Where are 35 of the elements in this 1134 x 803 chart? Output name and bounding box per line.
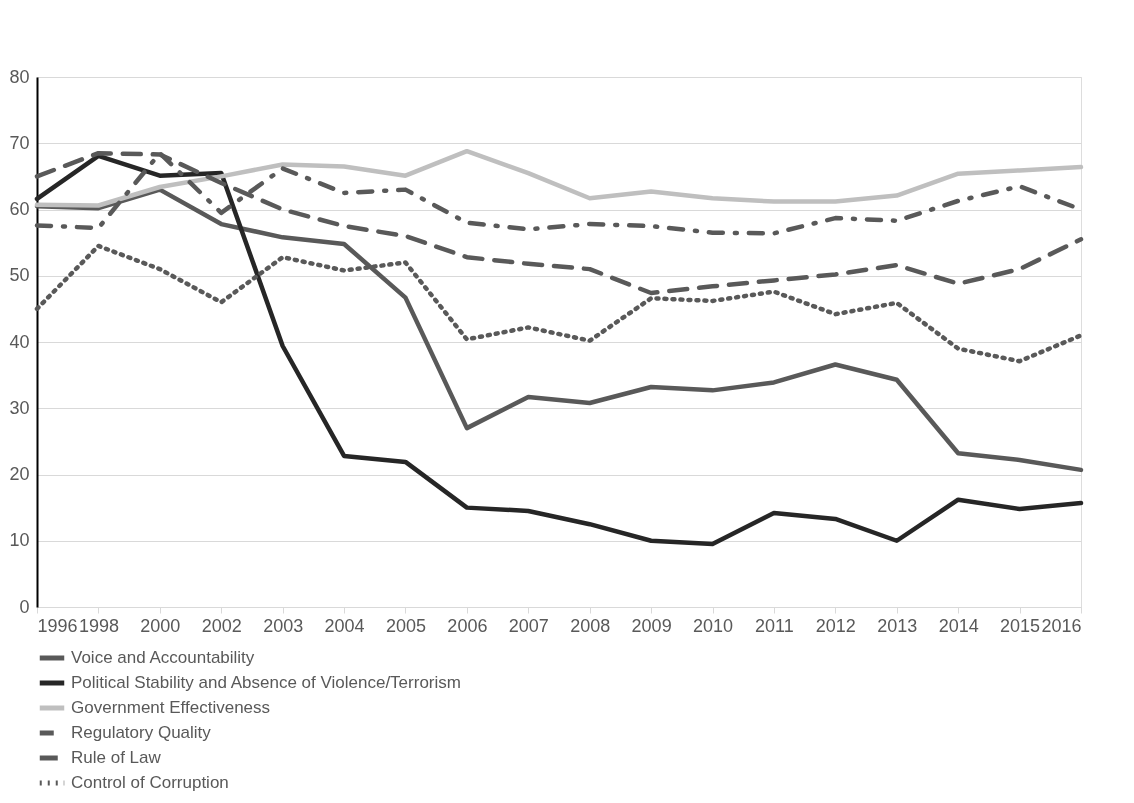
x-tick-label: 2016	[1041, 615, 1082, 636]
y-tick-label: 20	[9, 464, 30, 484]
x-tick-label: 2008	[570, 615, 611, 636]
y-tick-label: 40	[9, 331, 30, 352]
x-tick-label: 2005	[385, 615, 426, 636]
x-tick-label: 2015	[1000, 615, 1041, 636]
line-series	[34, 153, 1084, 547]
x-tick-label: 2013	[877, 615, 918, 636]
x-tick-label: 1998	[78, 615, 119, 636]
x-tick-label: 2007	[508, 615, 549, 636]
line-series	[34, 148, 1084, 208]
legend-label: Political Stability and Absence of Violence/Terrorism	[71, 673, 461, 692]
x-tick-label: 2002	[201, 615, 242, 636]
y-tick-label: 70	[9, 132, 30, 153]
legend-label: Rule of Law	[71, 748, 162, 767]
y-tick-label: 10	[9, 530, 30, 551]
y-tick-label: 80	[9, 66, 30, 87]
x-tick-label: 2004	[324, 615, 365, 636]
x-tick-label: 2014	[938, 615, 979, 636]
legend-label: Control of Corruption	[71, 773, 229, 792]
x-tick-label: 2009	[631, 615, 672, 636]
x-tick-label: 2003	[263, 615, 304, 636]
y-tick-label: 50	[9, 265, 30, 286]
legend-label: Voice and Accountability	[71, 648, 255, 667]
x-tick-label: 2010	[693, 615, 734, 636]
legend-label: Government Effectiveness	[71, 698, 271, 717]
x-tick-label: 2012	[815, 615, 856, 636]
x-tick-label: 1996	[37, 615, 78, 636]
legend-label: Regulatory Quality	[71, 723, 212, 742]
y-tick-label: 0	[19, 596, 30, 617]
x-tick-label: 2000	[140, 615, 181, 636]
x-tick-label: 2006	[447, 615, 488, 636]
y-tick-label: 30	[9, 397, 30, 418]
x-tick-label: 2011	[755, 615, 794, 636]
y-tick-label: 60	[9, 199, 30, 219]
